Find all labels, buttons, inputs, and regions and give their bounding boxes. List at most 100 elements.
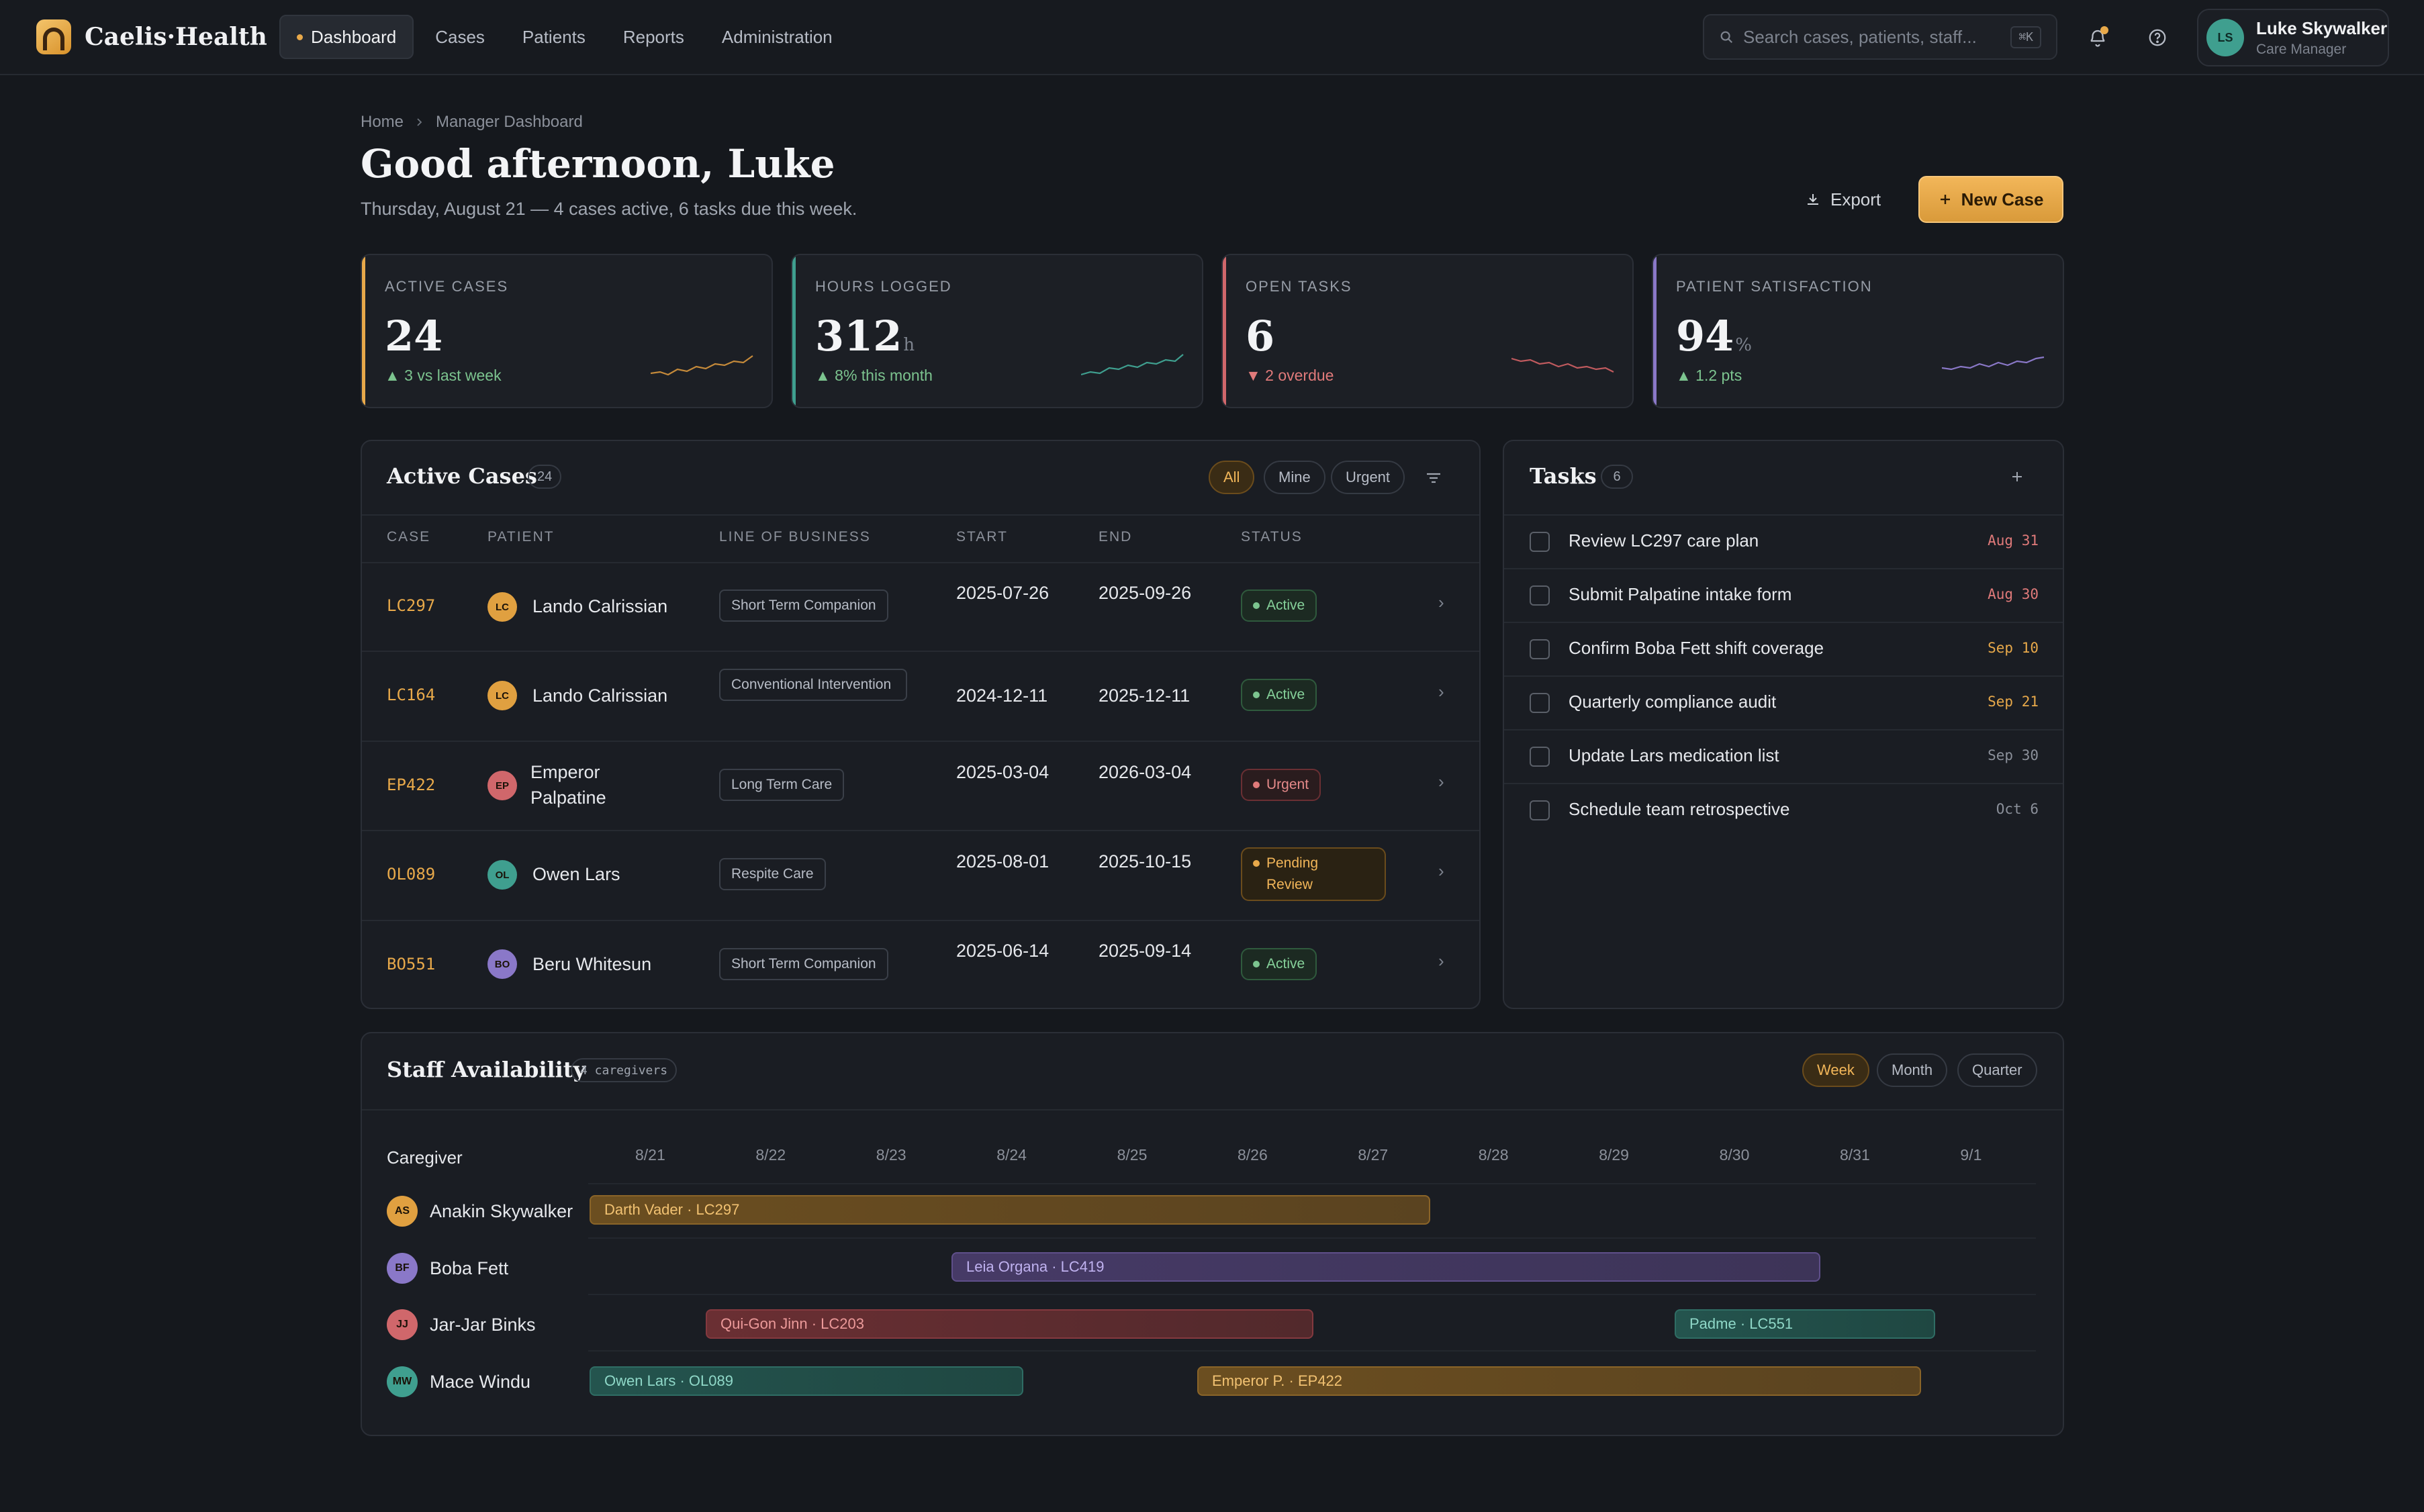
task-checkbox[interactable] xyxy=(1530,747,1550,767)
divider xyxy=(1504,622,2063,623)
task-checkbox[interactable] xyxy=(1530,800,1550,820)
day-label: 8/23 xyxy=(876,1146,906,1164)
task-checkbox[interactable] xyxy=(1530,532,1550,552)
breadcrumb-home[interactable]: Home xyxy=(361,113,404,131)
task-item[interactable]: Schedule team retrospective Oct 6 xyxy=(1504,783,2063,837)
case-id[interactable]: EP422 xyxy=(387,775,436,794)
chevron-right-icon xyxy=(417,118,422,126)
sparkline xyxy=(1942,356,2045,371)
shift-bar[interactable]: Emperor P. · EP422 xyxy=(1197,1366,1921,1396)
task-item[interactable]: Review LC297 care plan Aug 31 xyxy=(1504,514,2063,568)
task-item[interactable]: Quarterly compliance audit Sep 21 xyxy=(1504,675,2063,729)
task-checkbox[interactable] xyxy=(1530,585,1550,606)
shift-bar[interactable]: Padme · LC551 xyxy=(1675,1309,1935,1339)
sparkline xyxy=(1511,357,1614,373)
patient-name: Owen Lars xyxy=(532,864,620,884)
nav-administration[interactable]: Administration xyxy=(706,15,849,59)
new-case-button[interactable]: New Case xyxy=(1918,176,2063,223)
add-task-button[interactable] xyxy=(2004,463,2031,490)
sparkline xyxy=(1081,354,1184,376)
status-badge: Active xyxy=(1241,679,1317,711)
day-label: 8/24 xyxy=(996,1146,1027,1164)
breadcrumb: Home Manager Dashboard xyxy=(361,113,583,132)
column-header-status[interactable]: STATUS xyxy=(1241,529,1303,545)
stat-value: 94% xyxy=(1676,312,1752,361)
divider xyxy=(362,651,1479,652)
help-button[interactable] xyxy=(2140,20,2175,55)
start-date: 2025-08-01 xyxy=(956,851,1050,871)
nav-cases[interactable]: Cases xyxy=(419,15,501,59)
export-button[interactable]: Export xyxy=(1789,176,1897,223)
filter-options-button[interactable] xyxy=(1418,465,1449,491)
stat-delta: ▲ 8% this month xyxy=(815,367,933,384)
task-checkbox[interactable] xyxy=(1530,639,1550,659)
nav-patients[interactable]: Patients xyxy=(506,15,602,59)
active-dot-icon xyxy=(297,34,303,40)
shift-bar[interactable]: Owen Lars · OL089 xyxy=(590,1366,1023,1396)
column-header-case[interactable]: CASE xyxy=(387,529,431,545)
range-quarter-chip[interactable]: Quarter xyxy=(1957,1053,2037,1087)
filter-mine-chip[interactable]: Mine xyxy=(1264,461,1325,494)
shift-bar[interactable]: Darth Vader · LC297 xyxy=(590,1195,1430,1225)
caregiver-column-header: Caregiver xyxy=(387,1147,463,1168)
stat-label: OPEN TASKS xyxy=(1246,278,1352,295)
top-navigation-bar: Caelis·Health Dashboard Cases Patients R… xyxy=(0,0,2424,75)
patient-avatar: BO xyxy=(487,949,517,979)
nav-patients-label: Patients xyxy=(522,26,586,47)
column-header-start[interactable]: START xyxy=(956,529,1008,545)
active-cases-title: Active Cases xyxy=(387,463,537,489)
end-date: 2025-12-11 xyxy=(1099,686,1191,706)
logo-mark-icon xyxy=(36,19,71,54)
line-of-business-tag: Conventional Intervention xyxy=(719,669,907,701)
day-label: 8/28 xyxy=(1478,1146,1509,1164)
case-id[interactable]: LC297 xyxy=(387,596,436,615)
chevron-right-icon[interactable]: › xyxy=(1438,681,1444,702)
filter-urgent-chip[interactable]: Urgent xyxy=(1331,461,1405,494)
day-label: 8/30 xyxy=(1719,1146,1750,1164)
export-label: Export xyxy=(1830,189,1881,209)
start-date: 2025-07-26 xyxy=(956,583,1050,603)
task-item[interactable]: Update Lars medication list Sep 30 xyxy=(1504,729,2063,783)
task-text: Review LC297 care plan xyxy=(1569,530,1759,551)
user-avatar: LS xyxy=(2206,19,2244,56)
case-id[interactable]: BO551 xyxy=(387,955,436,974)
chevron-right-icon[interactable]: › xyxy=(1438,861,1444,881)
task-due-date: Oct 6 xyxy=(1996,801,2039,817)
column-header-patient[interactable]: PATIENT xyxy=(487,529,555,545)
column-header-line-of-business[interactable]: LINE OF BUSINESS xyxy=(719,529,871,545)
download-icon xyxy=(1808,194,1818,205)
nav-reports[interactable]: Reports xyxy=(607,15,700,59)
help-icon xyxy=(2149,29,2166,46)
plus-icon xyxy=(2012,472,2022,481)
app-logo[interactable]: Caelis·Health xyxy=(36,19,267,54)
shift-bar[interactable]: Qui-Gon Jinn · LC203 xyxy=(706,1309,1313,1339)
divider xyxy=(362,514,1479,516)
chevron-right-icon[interactable]: › xyxy=(1438,771,1444,792)
end-date: 2025-09-14 xyxy=(1099,941,1192,961)
nav-dashboard[interactable]: Dashboard xyxy=(279,15,414,59)
caregiver-name: Boba Fett xyxy=(430,1258,509,1278)
case-id[interactable]: OL089 xyxy=(387,865,436,884)
column-header-end[interactable]: END xyxy=(1099,529,1133,545)
chevron-right-icon[interactable]: › xyxy=(1438,951,1444,971)
stat-delta: ▼ 2 overdue xyxy=(1246,367,1334,384)
chevron-right-icon[interactable]: › xyxy=(1438,592,1444,612)
global-search-input[interactable]: Search cases, patients, staff... ⌘K xyxy=(1703,14,2057,60)
start-date: 2025-03-04 xyxy=(956,762,1050,782)
row-divider xyxy=(588,1183,2036,1184)
case-id[interactable]: LC164 xyxy=(387,686,436,704)
filter-all-chip[interactable]: All xyxy=(1209,461,1255,494)
task-item[interactable]: Confirm Boba Fett shift coverage Sep 10 xyxy=(1504,622,2063,675)
new-case-label: New Case xyxy=(1961,189,2044,209)
nav-reports-label: Reports xyxy=(622,26,684,47)
user-menu[interactable]: LS Luke Skywalker Care Manager xyxy=(2197,9,2389,66)
shift-bar[interactable]: Leia Organa · LC419 xyxy=(951,1252,1820,1282)
task-item[interactable]: Submit Palpatine intake form Aug 30 xyxy=(1504,568,2063,622)
start-date: 2024-12-11 xyxy=(956,686,1048,706)
task-checkbox[interactable] xyxy=(1530,693,1550,713)
stat-accent xyxy=(792,255,796,407)
range-week-chip[interactable]: Week xyxy=(1802,1053,1869,1087)
notifications-button[interactable] xyxy=(2080,20,2115,55)
range-month-chip[interactable]: Month xyxy=(1877,1053,1948,1087)
stat-label: PATIENT SATISFACTION xyxy=(1676,278,1873,295)
